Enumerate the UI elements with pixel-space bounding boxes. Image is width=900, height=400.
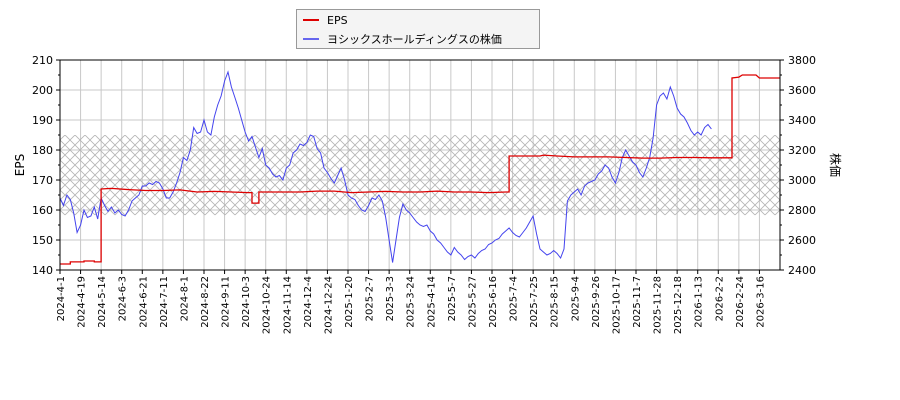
hatched-band xyxy=(60,135,780,216)
svg-text:190: 190 xyxy=(32,114,53,127)
svg-text:2025-7-4: 2025-7-4 xyxy=(509,276,520,321)
svg-text:2024-10-24: 2024-10-24 xyxy=(262,276,273,334)
svg-text:2025-12-18: 2025-12-18 xyxy=(673,276,684,334)
svg-text:2024-10-3: 2024-10-3 xyxy=(241,276,252,328)
svg-text:2025-6-16: 2025-6-16 xyxy=(488,276,499,328)
svg-text:2025-8-15: 2025-8-15 xyxy=(550,276,561,328)
eps-line-swatch-icon xyxy=(303,19,319,21)
svg-text:3200: 3200 xyxy=(788,144,816,157)
chart-legend: EPS ヨシックスホールディングスの株価 xyxy=(296,9,540,49)
svg-text:2026-3-16: 2026-3-16 xyxy=(755,276,766,328)
svg-text:2024-9-11: 2024-9-11 xyxy=(221,276,232,328)
svg-text:2800: 2800 xyxy=(788,204,816,217)
svg-text:2024-7-11: 2024-7-11 xyxy=(159,276,170,328)
svg-text:2025-5-7: 2025-5-7 xyxy=(447,276,458,321)
svg-text:3400: 3400 xyxy=(788,114,816,127)
svg-text:2025-5-27: 2025-5-27 xyxy=(467,276,478,328)
x-axis-ticks: 2024-4-1 2024-4-19 2024-5-14 2024-6-3 2024-6… xyxy=(56,270,766,334)
legend-item-price: ヨシックスホールディングスの株価 xyxy=(303,31,502,47)
svg-text:170: 170 xyxy=(32,174,53,187)
svg-text:2024-5-14: 2024-5-14 xyxy=(97,276,108,328)
left-axis-ticks: 140 150 160 170 180 190 200 210 xyxy=(32,54,60,277)
svg-text:210: 210 xyxy=(32,54,53,67)
svg-text:140: 140 xyxy=(32,264,53,277)
right-axis-ticks: 2400 2600 2800 3000 3200 3400 3600 3800 xyxy=(780,54,816,277)
svg-text:2025-9-26: 2025-9-26 xyxy=(591,276,602,328)
series-lines xyxy=(59,70,780,265)
svg-text:2024-12-4: 2024-12-4 xyxy=(303,276,314,328)
svg-text:2025-11-28: 2025-11-28 xyxy=(653,276,664,334)
svg-text:2025-2-7: 2025-2-7 xyxy=(365,276,376,321)
legend-item-eps: EPS xyxy=(303,12,348,28)
price-line xyxy=(59,70,712,263)
right-axis-label: 株価 xyxy=(828,153,843,177)
svg-text:2024-8-1: 2024-8-1 xyxy=(179,276,190,321)
svg-text:3800: 3800 xyxy=(788,54,816,67)
svg-text:2026-1-13: 2026-1-13 xyxy=(694,276,705,328)
legend-label-eps: EPS xyxy=(327,13,348,27)
svg-text:2026-2-2: 2026-2-2 xyxy=(714,276,725,321)
svg-text:200: 200 xyxy=(32,84,53,97)
svg-text:2024-12-24: 2024-12-24 xyxy=(323,276,334,334)
svg-text:160: 160 xyxy=(32,204,53,217)
svg-text:2025-3-3: 2025-3-3 xyxy=(385,276,396,321)
svg-text:2024-8-22: 2024-8-22 xyxy=(200,276,211,328)
eps-line xyxy=(60,74,780,265)
svg-text:2025-1-20: 2025-1-20 xyxy=(344,276,355,328)
svg-text:2400: 2400 xyxy=(788,264,816,277)
svg-text:2025-7-25: 2025-7-25 xyxy=(529,276,540,328)
price-line-swatch-icon xyxy=(303,38,319,40)
svg-text:2025-3-24: 2025-3-24 xyxy=(406,276,417,328)
svg-text:150: 150 xyxy=(32,234,53,247)
svg-text:3000: 3000 xyxy=(788,174,816,187)
svg-text:2025-4-14: 2025-4-14 xyxy=(426,276,437,328)
legend-label-price: ヨシックスホールディングスの株価 xyxy=(327,33,502,46)
svg-text:2026-2-24: 2026-2-24 xyxy=(735,276,746,328)
svg-text:180: 180 xyxy=(32,144,53,157)
svg-text:2024-11-14: 2024-11-14 xyxy=(282,276,293,334)
svg-text:2024-6-3: 2024-6-3 xyxy=(118,276,129,321)
svg-text:2025-9-4: 2025-9-4 xyxy=(570,276,581,321)
svg-text:2024-4-1: 2024-4-1 xyxy=(56,276,67,321)
svg-text:2024-6-21: 2024-6-21 xyxy=(138,276,149,328)
svg-text:2025-10-17: 2025-10-17 xyxy=(611,276,622,334)
svg-text:2025-11-7: 2025-11-7 xyxy=(632,276,643,328)
svg-text:2600: 2600 xyxy=(788,234,816,247)
svg-text:2024-4-19: 2024-4-19 xyxy=(77,276,88,328)
svg-text:3600: 3600 xyxy=(788,84,816,97)
left-axis-label: EPS xyxy=(13,154,27,176)
